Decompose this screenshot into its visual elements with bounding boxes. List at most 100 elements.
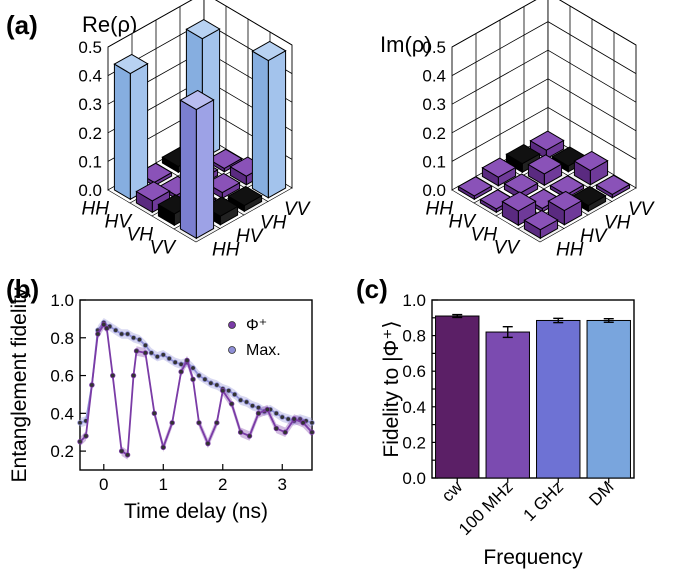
x-tick-label: 3: [278, 475, 287, 494]
bar-face: [195, 99, 215, 240]
z-gridline: [451, 0, 637, 48]
panel-label-c: (c): [356, 274, 388, 304]
bar-3d: [179, 89, 215, 240]
data-point: [190, 365, 196, 371]
data-point: [130, 372, 137, 379]
bar-3d: [547, 190, 583, 226]
data-point: [249, 403, 256, 409]
legend-label: Max.: [246, 342, 281, 359]
z-tick-label: 0.0: [422, 181, 446, 200]
data-point: [178, 361, 184, 367]
y-axis-title: Fidelity to |Φ⁺⟩: [380, 320, 403, 457]
data-point: [228, 401, 235, 407]
y-tick-label: 1.0: [402, 291, 426, 310]
data-point: [264, 406, 271, 413]
row-label: HV: [449, 212, 478, 233]
bar-top: [179, 89, 215, 111]
data-point: [208, 380, 214, 386]
x-tick-label: 1: [159, 475, 168, 494]
bar-face: [251, 50, 269, 199]
data-point: [226, 387, 232, 394]
bar-top: [457, 176, 493, 197]
data-point: [89, 382, 95, 388]
bar-3d: [457, 176, 493, 201]
y-axis-title: Entanglement fidelity: [8, 287, 31, 482]
bar-face: [129, 62, 149, 201]
panel-label-b: (b): [6, 274, 39, 304]
data-point: [178, 369, 184, 375]
data-point: [243, 399, 250, 405]
bar-3d: [481, 157, 517, 187]
data-point: [101, 321, 107, 328]
data-point: [130, 335, 137, 341]
data-point: [205, 440, 211, 447]
im-rho-title: Im(ρ): [380, 32, 432, 57]
data-point: [151, 410, 158, 417]
x-tick-label: DM: [585, 477, 617, 509]
row-label: HV: [105, 212, 134, 233]
data-point: [112, 327, 119, 333]
z-tick-label: 0.5: [422, 38, 446, 57]
bar-top: [501, 191, 537, 212]
bar-face: [113, 63, 131, 201]
z-gridline: [451, 21, 637, 76]
series-line: [79, 321, 313, 424]
data-point: [196, 372, 202, 379]
data-point: [273, 410, 280, 417]
data-point: [172, 359, 178, 366]
col-label: HV: [580, 226, 609, 247]
x-axis-title: Time delay (ns): [124, 500, 268, 523]
data-point: [142, 350, 149, 356]
bar-3d: [527, 154, 563, 187]
bar-top: [503, 173, 539, 194]
data-point: [95, 331, 101, 337]
z-tick-label: 0.0: [78, 181, 102, 200]
z-gridline: [451, 106, 637, 162]
data-point: [110, 372, 116, 379]
data-point: [77, 438, 83, 445]
row-label: VH: [127, 225, 154, 246]
z-tick-label: 0.5: [78, 38, 102, 57]
z-tick-label: 0.1: [422, 152, 446, 171]
x-tick-label: 1 GHz: [520, 477, 568, 525]
z-tick-label: 0.4: [78, 67, 102, 86]
bar-top: [573, 150, 609, 172]
y-tick-label: 0.0: [402, 469, 426, 488]
x-tick-label: cw: [438, 477, 467, 506]
bar-top: [527, 154, 563, 175]
y-tick-label: 0.8: [50, 329, 74, 348]
bar-top: [549, 175, 585, 196]
data-point: [282, 429, 288, 435]
data-point: [202, 376, 208, 383]
data-point: [124, 331, 131, 337]
z-tick-label: 0.3: [78, 95, 102, 114]
y-tick-label: 0.6: [50, 367, 74, 386]
data-point: [77, 420, 83, 426]
z-tick-label: 0.2: [78, 124, 102, 143]
data-point: [166, 355, 172, 362]
bar-top: [505, 144, 541, 165]
col-label: VH: [260, 212, 287, 233]
data-point: [285, 416, 291, 422]
data-point: [196, 420, 202, 426]
z-gridline: [451, 49, 637, 105]
z-tick-label: 0.2: [422, 124, 446, 143]
bar-top: [523, 210, 559, 231]
data-point: [273, 425, 280, 432]
bar-top: [207, 148, 243, 169]
data-point: [154, 353, 161, 360]
data-point: [83, 433, 89, 439]
panel-label-a: (a): [6, 10, 38, 40]
data-point: [169, 420, 175, 426]
bar-top: [481, 157, 517, 178]
bar: [485, 331, 530, 479]
bar-3d: [573, 150, 609, 186]
data-point: [309, 420, 315, 426]
data-point: [190, 376, 196, 383]
y-tick-label: 1.0: [50, 291, 74, 310]
plot-frame: [79, 299, 313, 471]
bar-top: [185, 19, 221, 40]
bar: [586, 319, 631, 479]
